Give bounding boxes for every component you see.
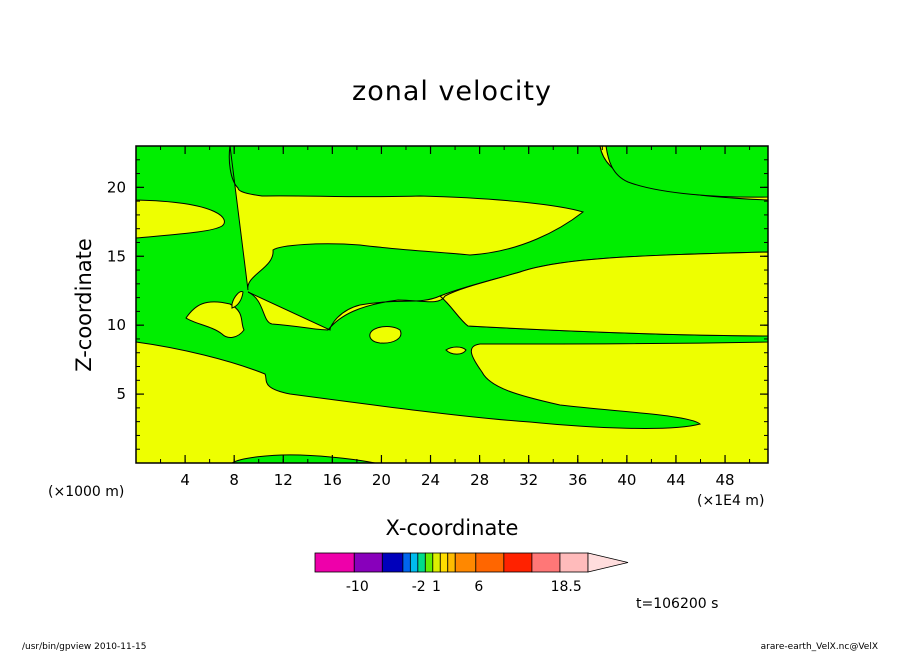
x-axis-label: X-coordinate: [385, 516, 519, 540]
x-tick-label: 40: [617, 471, 636, 489]
x-tick-label: 44: [666, 471, 685, 489]
colorbar-swatch: [409, 552, 419, 573]
colorbar-swatch: [475, 552, 505, 573]
colorbar-swatch: [417, 552, 426, 573]
x-tick-label: 20: [372, 471, 391, 489]
colorbar-swatch: [424, 552, 434, 573]
colorbar-swatch: [454, 552, 477, 573]
colorbar-swatch: [381, 552, 404, 573]
positive-region-central: [247, 251, 769, 337]
negative-region-bottom: [230, 454, 376, 464]
colorbar-swatch: [432, 552, 441, 573]
y-tick-label: 10: [107, 316, 126, 334]
colorbar-swatch: [531, 552, 561, 573]
positive-blob-right: [445, 346, 467, 355]
colorbar-arrow: [587, 552, 629, 573]
y-axis-ticks: 5 10 15 20: [107, 159, 768, 450]
colorbar-swatch: [353, 552, 383, 573]
x-unit-note: (×1000 m): [48, 484, 125, 500]
x-tick-label: 36: [568, 471, 587, 489]
positive-blob-center: [369, 326, 402, 344]
colorbar-label: -10: [346, 579, 369, 595]
chart-title: zonal velocity: [352, 76, 552, 107]
x-tick-label: 4: [180, 471, 190, 489]
colorbar-swatch: [447, 552, 456, 573]
x-tick-label: 24: [421, 471, 440, 489]
y-tick-label: 20: [107, 178, 126, 196]
positive-tongue-left: [185, 301, 245, 338]
plot-area: [135, 145, 769, 464]
footer-right: arare-earth_VelX.nc@VelX: [760, 642, 878, 652]
x-tick-label: 28: [470, 471, 489, 489]
colorbar-label: 18.5: [551, 579, 582, 595]
negative-region-right-top: [605, 145, 769, 198]
x-tick-label: 12: [274, 471, 293, 489]
x-axis-ticks: 4 8 12 16 20 24 28 32 36 40 44 48: [160, 146, 751, 489]
footer-left: /usr/bin/gpview 2010-11-15: [22, 642, 147, 652]
colorbar: -10 -2 1 6 18.5: [314, 552, 629, 595]
colorbar-swatch: [559, 552, 589, 573]
x-tick-label: 48: [716, 471, 735, 489]
x-tick-label: 16: [323, 471, 342, 489]
colorbar-swatch: [402, 552, 411, 573]
y-tick-label: 15: [107, 247, 126, 265]
colorbar-swatch: [314, 552, 355, 573]
colorbar-swatch: [439, 552, 449, 573]
x-tick-label: 32: [519, 471, 538, 489]
time-label: t=106200 s: [636, 596, 719, 612]
colorbar-swatch: [503, 552, 533, 573]
y-tick-label: 5: [116, 385, 126, 403]
colorbar-label: 6: [474, 579, 483, 595]
colorbar-label: 1: [432, 579, 441, 595]
x-tick-label: 8: [229, 471, 239, 489]
x-scale-note: (×1E4 m): [697, 493, 765, 509]
colorbar-label: -2: [412, 579, 426, 595]
positive-streak-small: [231, 291, 244, 309]
plot-frame: [135, 145, 769, 464]
